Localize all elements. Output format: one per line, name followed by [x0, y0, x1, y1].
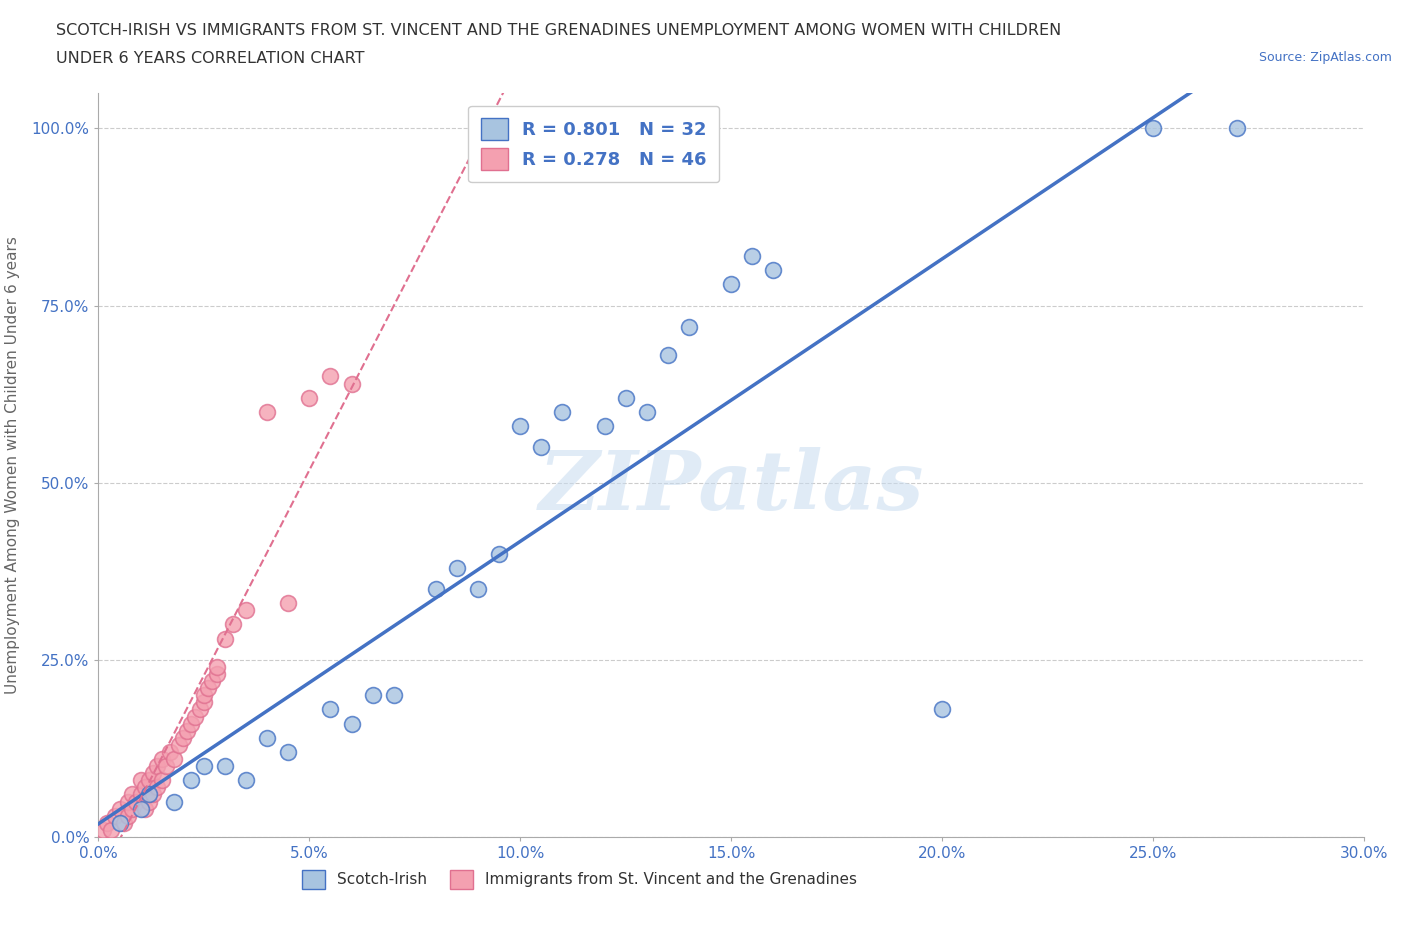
Point [205, 667, 228, 682]
Point [104, 808, 127, 823]
Text: SCOTCH-IRISH VS IMMIGRANTS FROM ST. VINCENT AND THE GRENADINES UNEMPLOYMENT AMON: SCOTCH-IRISH VS IMMIGRANTS FROM ST. VINC… [56, 23, 1062, 38]
Point [134, 780, 156, 795]
Point [193, 688, 215, 703]
Text: UNDER 6 YEARS CORRELATION CHART: UNDER 6 YEARS CORRELATION CHART [56, 51, 364, 66]
Point [193, 759, 215, 774]
Point [509, 418, 531, 433]
Point [382, 688, 405, 703]
Point [129, 773, 152, 788]
Point [129, 802, 152, 817]
Point [180, 716, 202, 731]
Point [762, 262, 785, 277]
Point [551, 405, 574, 419]
Legend: Scotch-Irish, Immigrants from St. Vincent and the Grenadines: Scotch-Irish, Immigrants from St. Vincen… [294, 862, 865, 897]
Point [657, 348, 679, 363]
Point [425, 581, 447, 596]
Point [138, 787, 160, 802]
Point [112, 816, 135, 830]
Point [1226, 121, 1249, 136]
Text: Source: ZipAtlas.com: Source: ZipAtlas.com [1258, 51, 1392, 64]
Point [678, 319, 700, 334]
Point [319, 702, 342, 717]
Point [150, 751, 173, 766]
Point [277, 596, 299, 611]
Point [159, 745, 181, 760]
Point [205, 659, 228, 674]
Point [741, 248, 763, 263]
Point [197, 681, 219, 696]
Point [256, 730, 278, 745]
Point [340, 716, 363, 731]
Point [146, 780, 169, 795]
Point [176, 724, 198, 738]
Point [142, 765, 165, 780]
Point [134, 802, 156, 817]
Point [150, 773, 173, 788]
Point [108, 802, 131, 817]
Point [201, 673, 224, 688]
Point [100, 822, 122, 837]
Point [188, 702, 211, 717]
Y-axis label: Unemployment Among Women with Children Under 6 years: Unemployment Among Women with Children U… [6, 236, 20, 694]
Point [138, 773, 160, 788]
Point [720, 277, 742, 292]
Point [91, 822, 114, 837]
Point [636, 405, 658, 419]
Point [446, 560, 468, 575]
Point [931, 702, 953, 717]
Point [193, 695, 215, 710]
Point [214, 631, 236, 646]
Point [277, 745, 299, 760]
Point [117, 808, 139, 823]
Point [1142, 121, 1164, 136]
Point [125, 794, 148, 809]
Point [530, 440, 553, 455]
Point [142, 787, 165, 802]
Point [172, 730, 194, 745]
Point [593, 418, 616, 433]
Text: ZIPatlas: ZIPatlas [538, 447, 924, 527]
Point [129, 787, 152, 802]
Point [117, 794, 139, 809]
Point [146, 759, 169, 774]
Point [108, 816, 131, 830]
Point [298, 391, 321, 405]
Point [96, 816, 118, 830]
Point [214, 759, 236, 774]
Point [340, 376, 363, 391]
Point [163, 794, 186, 809]
Point [163, 751, 186, 766]
Point [235, 603, 257, 618]
Point [184, 709, 207, 724]
Point [138, 794, 160, 809]
Point [614, 391, 637, 405]
Point [121, 802, 143, 817]
Point [467, 581, 489, 596]
Point [488, 546, 510, 561]
Point [222, 617, 245, 631]
Point [361, 688, 384, 703]
Point [256, 405, 278, 419]
Point [155, 759, 177, 774]
Point [235, 773, 257, 788]
Point [319, 369, 342, 384]
Point [180, 773, 202, 788]
Point [167, 737, 190, 752]
Point [121, 787, 143, 802]
